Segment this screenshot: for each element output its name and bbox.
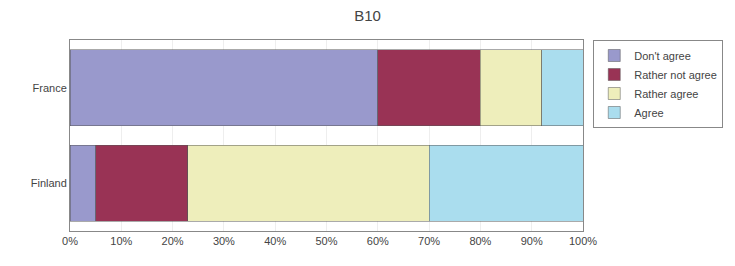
svg-text:30%: 30%	[213, 235, 235, 247]
svg-text:20%: 20%	[162, 235, 184, 247]
svg-text:100%: 100%	[569, 235, 597, 247]
svg-text:80%: 80%	[469, 235, 491, 247]
svg-text:50%: 50%	[315, 235, 337, 247]
svg-text:Agree: Agree	[634, 107, 663, 119]
svg-text:Finland: Finland	[31, 177, 67, 189]
svg-text:Don't agree: Don't agree	[634, 50, 691, 62]
svg-text:Rather not agree: Rather not agree	[634, 69, 717, 81]
svg-text:60%: 60%	[367, 235, 389, 247]
svg-text:40%: 40%	[264, 235, 286, 247]
svg-text:France: France	[33, 82, 67, 94]
svg-text:0%: 0%	[62, 235, 78, 247]
svg-text:10%: 10%	[110, 235, 132, 247]
svg-text:Rather agree: Rather agree	[634, 88, 698, 100]
svg-text:90%: 90%	[521, 235, 543, 247]
svg-text:B10: B10	[354, 7, 381, 24]
svg-text:70%: 70%	[418, 235, 440, 247]
